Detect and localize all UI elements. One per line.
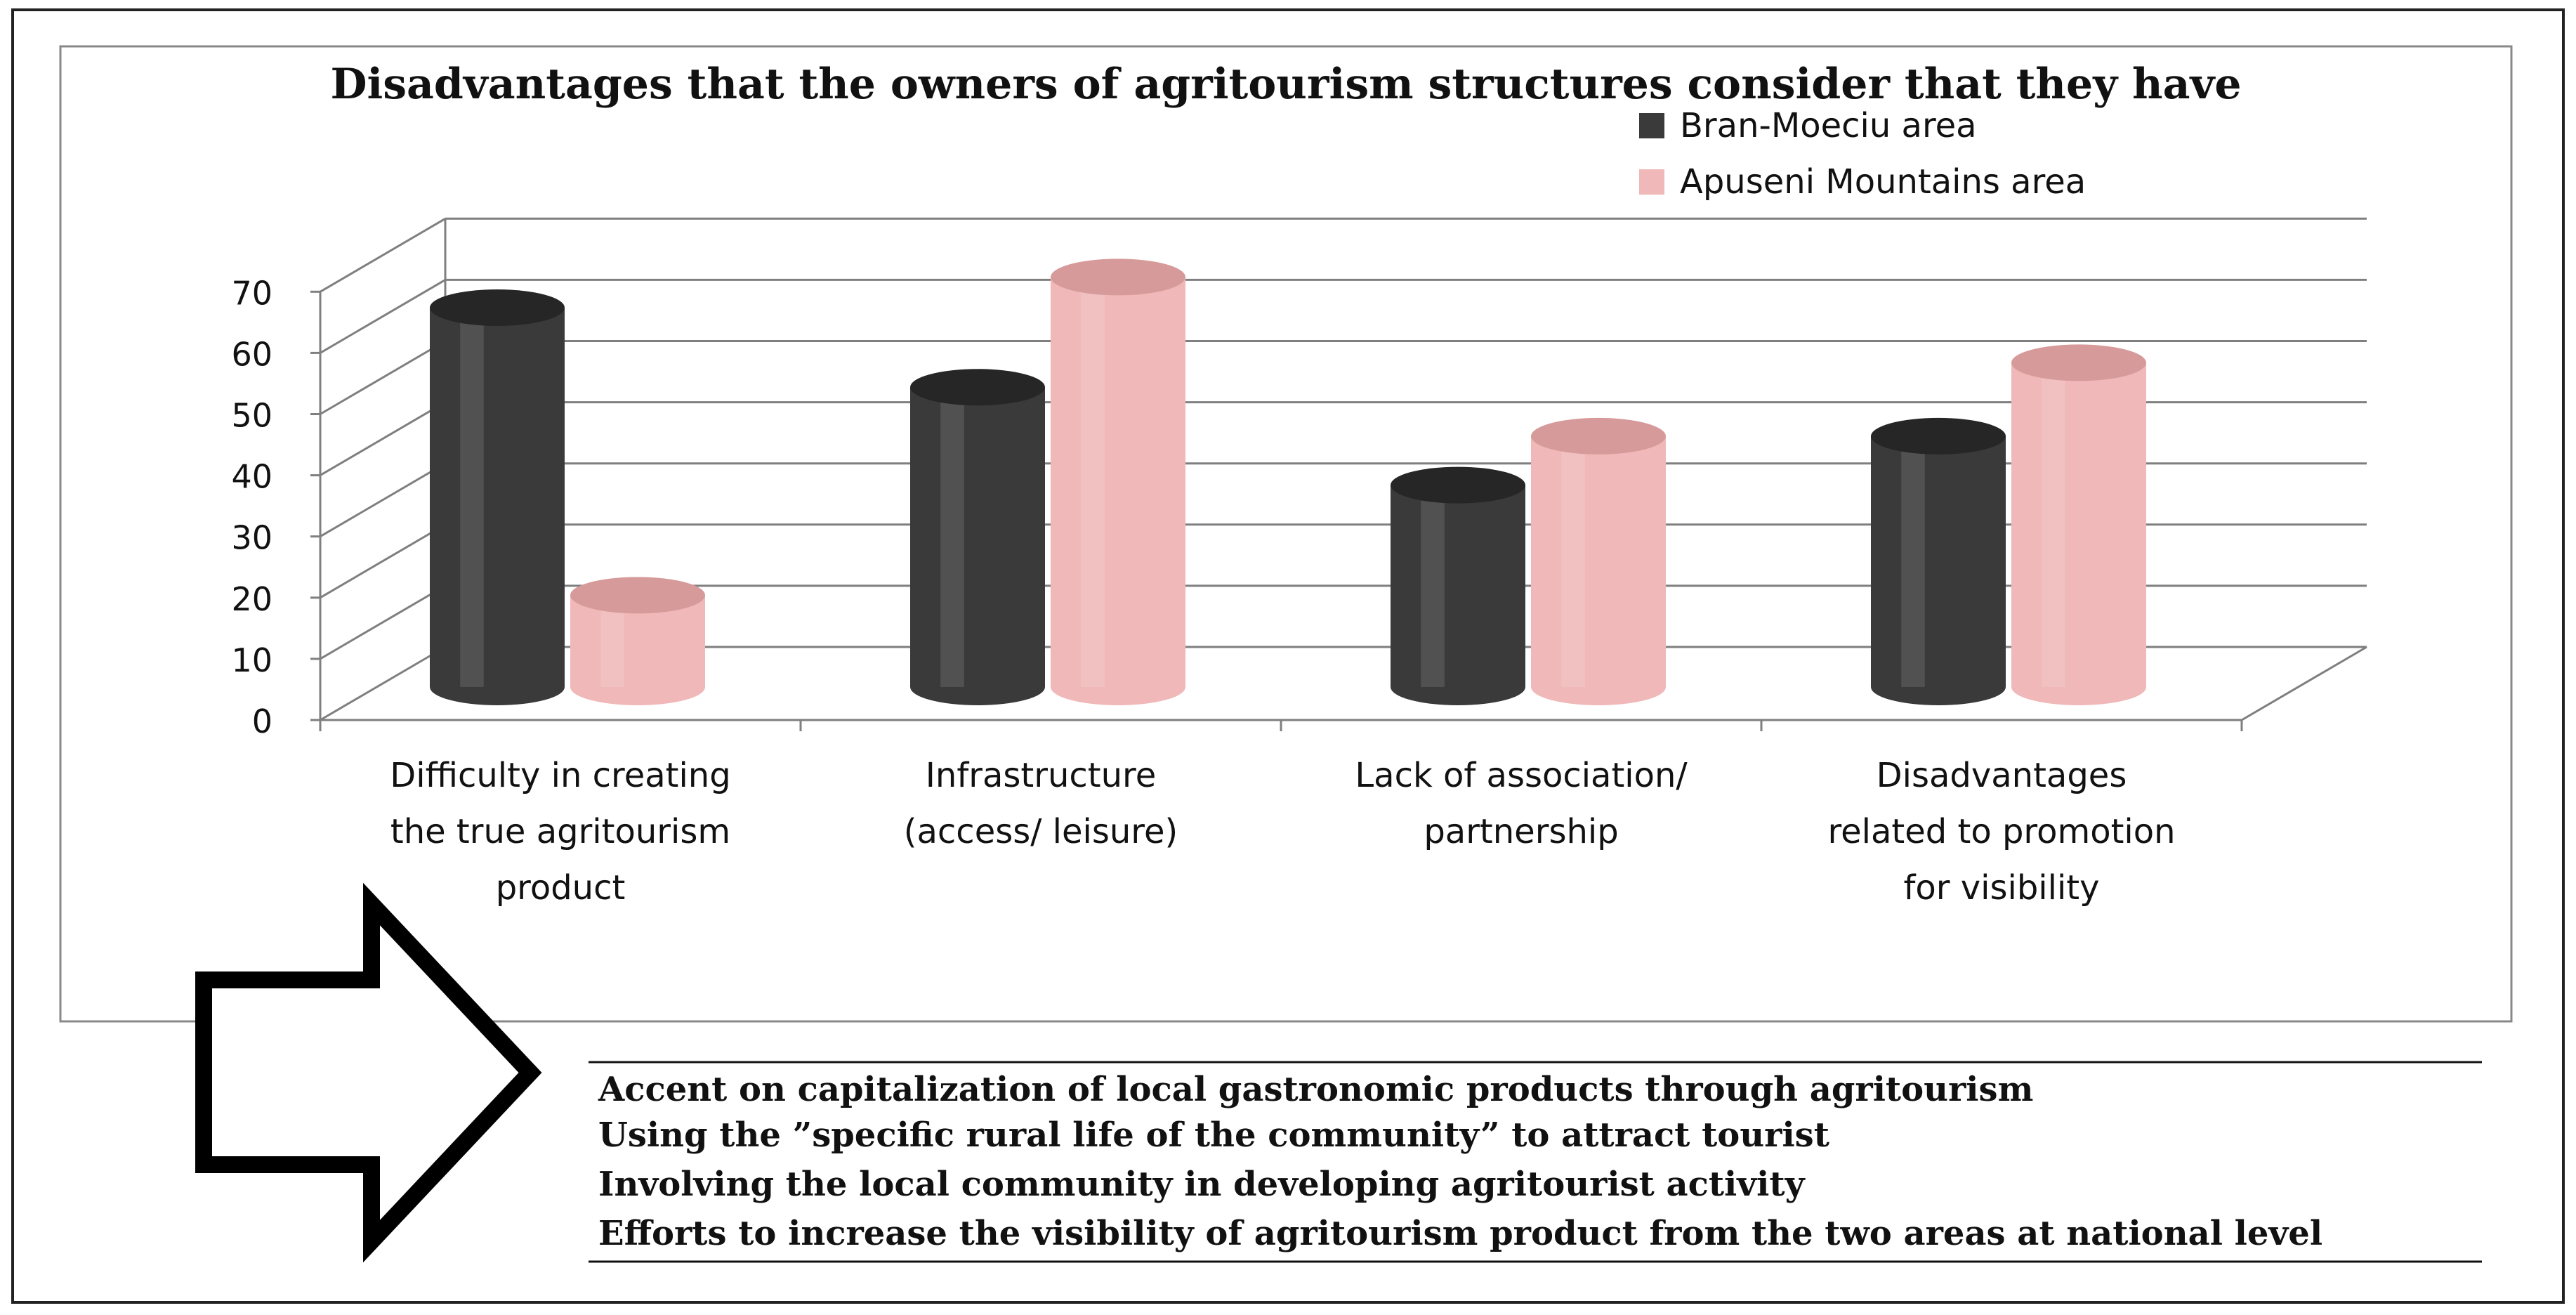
recommendation-item: Involving the local community in develop… bbox=[598, 1165, 1806, 1204]
x-category-label: the true agritourism bbox=[390, 812, 730, 851]
bar-top bbox=[570, 577, 705, 614]
recommendation-item: Using the ”specific rural life of the co… bbox=[598, 1116, 1829, 1155]
bar-body bbox=[1531, 436, 1666, 705]
bar-highlight bbox=[2042, 362, 2065, 687]
bar-highlight bbox=[1421, 485, 1445, 687]
bar-top bbox=[1531, 417, 1666, 454]
x-category-label: Infrastructure bbox=[926, 756, 1156, 795]
recommendations-list: Accent on capitalization of local gastro… bbox=[598, 1070, 2322, 1253]
side-wall-line bbox=[320, 462, 446, 537]
bar bbox=[570, 577, 705, 705]
legend-swatch bbox=[1639, 169, 1664, 195]
bar-highlight bbox=[460, 307, 484, 688]
bar bbox=[910, 369, 1045, 705]
legend-label: Bran-Moeciu area bbox=[1680, 106, 1977, 145]
bar-body bbox=[430, 307, 565, 706]
side-wall-line bbox=[320, 401, 446, 476]
side-wall-line bbox=[320, 218, 446, 293]
bar-top bbox=[910, 369, 1045, 406]
recommendation-item: Efforts to increase the visibility of ag… bbox=[598, 1214, 2322, 1253]
bar-highlight bbox=[1081, 277, 1105, 687]
chart-title: Disadvantages that the owners of agritou… bbox=[330, 60, 2241, 109]
x-category-label: partnership bbox=[1424, 812, 1618, 851]
legend-label: Apuseni Mountains area bbox=[1680, 162, 2086, 202]
x-category-label: for visibility bbox=[1903, 868, 2099, 908]
x-category-label: Difficulty in creating bbox=[390, 756, 730, 795]
side-wall-line bbox=[320, 646, 446, 721]
y-tick-label: 70 bbox=[231, 274, 272, 312]
bar-highlight bbox=[1561, 436, 1585, 687]
bar-top bbox=[1871, 417, 2006, 454]
bar bbox=[430, 289, 565, 706]
legend-swatch bbox=[1639, 113, 1664, 138]
legend: Bran-Moeciu area Apuseni Mountains area bbox=[1639, 106, 2086, 202]
y-tick-label: 10 bbox=[231, 641, 272, 679]
bar-body bbox=[910, 387, 1045, 705]
recommendation-item: Accent on capitalization of local gastro… bbox=[598, 1070, 2033, 1109]
y-tick-label: 30 bbox=[231, 519, 272, 557]
x-category-label: related to promotion bbox=[1827, 812, 2175, 851]
bar-highlight bbox=[1901, 436, 1925, 687]
bar bbox=[1391, 466, 1525, 705]
bar bbox=[2011, 344, 2146, 705]
y-tick-label: 50 bbox=[231, 397, 272, 435]
y-tick-label: 40 bbox=[231, 458, 272, 496]
x-category-label: (access/ leisure) bbox=[904, 812, 1178, 851]
right-arrow-icon bbox=[195, 882, 542, 1263]
bar-top bbox=[1391, 466, 1525, 504]
bar-top bbox=[430, 289, 565, 326]
bar-body bbox=[1871, 436, 2006, 705]
bar bbox=[1531, 417, 1666, 705]
side-wall-line bbox=[320, 340, 446, 415]
y-tick-label: 0 bbox=[252, 702, 272, 740]
plot-area: 0 10 20 30 40 50 60 70 Difficulty in creating the… bbox=[231, 217, 2367, 908]
bar-top bbox=[2011, 344, 2146, 381]
floor-right-edge bbox=[2241, 646, 2367, 721]
side-wall-line bbox=[320, 279, 446, 354]
side-wall-line bbox=[320, 523, 446, 599]
bar-top bbox=[1051, 259, 1185, 296]
side-wall-line bbox=[320, 584, 446, 660]
x-category-label: Disadvantages bbox=[1877, 756, 2127, 795]
y-tick-label: 20 bbox=[231, 580, 272, 618]
bar-body bbox=[1391, 485, 1525, 705]
y-tick-label: 60 bbox=[231, 335, 272, 373]
bar-body bbox=[1051, 277, 1185, 705]
bar bbox=[1051, 259, 1185, 705]
bar-body bbox=[570, 595, 705, 705]
bar-highlight bbox=[940, 387, 964, 687]
x-category-label: product bbox=[496, 868, 626, 908]
bar-body bbox=[2011, 362, 2146, 705]
x-category-label: Lack of association/ bbox=[1355, 756, 1688, 795]
bar bbox=[1871, 417, 2006, 705]
